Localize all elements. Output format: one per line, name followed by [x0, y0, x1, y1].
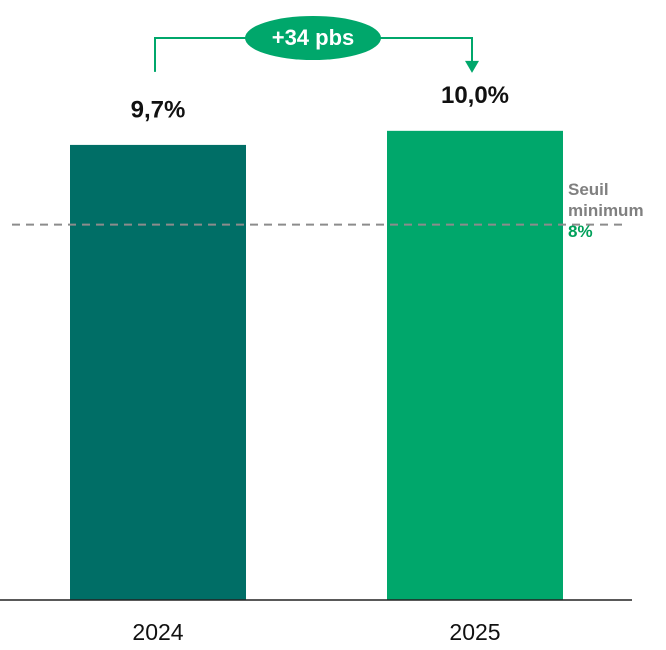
threshold-value: 8% [568, 221, 593, 241]
threshold-label: Seuil minimum 8% [568, 179, 660, 242]
threshold-name: Seuil minimum [568, 179, 644, 220]
annotation-text: +34 pbs [272, 25, 355, 50]
arrow-head [465, 60, 479, 73]
bar [70, 144, 246, 601]
value-label: 9,7% [131, 96, 186, 123]
annotation-badge [245, 16, 381, 60]
x-tick-label: 2024 [132, 619, 183, 645]
value-label: 10,0% [441, 82, 509, 109]
bar [387, 130, 563, 601]
x-tick-label: 2025 [449, 619, 500, 645]
